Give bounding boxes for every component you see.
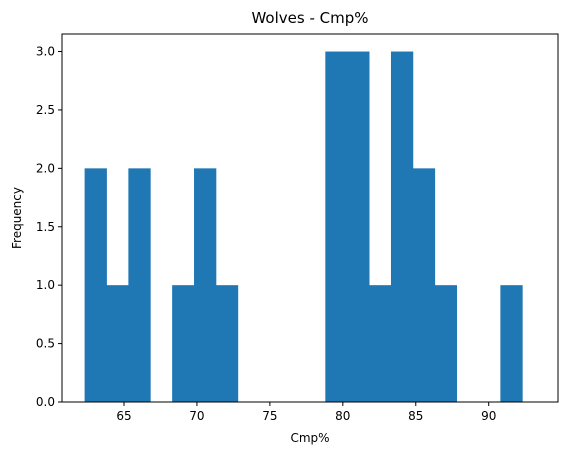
x-axis-label: Cmp%: [290, 431, 329, 445]
bars-group: [84, 51, 523, 403]
x-tick-label: 65: [116, 409, 131, 423]
x-tick-label: 85: [408, 409, 423, 423]
histogram-bar: [106, 285, 129, 402]
histogram-bar: [390, 51, 414, 403]
histogram-bar: [369, 285, 392, 402]
y-tick-label: 0.5: [36, 337, 55, 351]
histogram-bar: [128, 168, 151, 402]
histogram-bar: [347, 51, 370, 403]
histogram-bar: [215, 285, 239, 402]
y-tick-label: 3.0: [36, 45, 55, 59]
plot-frame: [61, 33, 559, 403]
histogram-bar: [84, 168, 107, 402]
x-tick-label: 70: [189, 409, 204, 423]
y-tick-label: 2.0: [36, 161, 55, 175]
y-tick-label: 0.0: [36, 395, 55, 409]
histogram-bar: [412, 168, 436, 402]
histogram-bar: [172, 285, 195, 402]
chart-title: Wolves - Cmp%: [251, 9, 368, 27]
x-tick-label: 90: [481, 409, 496, 423]
y-tick-label: 1.0: [36, 278, 55, 292]
histogram-bar: [194, 168, 217, 402]
histogram-bar: [325, 51, 348, 403]
x-tick-label: 80: [335, 409, 350, 423]
histogram-bar: [500, 285, 523, 402]
y-axis-label: Frequency: [10, 187, 24, 249]
y-tick-label: 2.5: [36, 103, 55, 117]
y-axis-ticks: 0.0 0.5 1.0 1.5 2.0 2.5 3.0: [36, 45, 62, 409]
histogram-bar: [434, 285, 458, 402]
x-axis-ticks: 65 70 75 80 85 90: [116, 402, 496, 423]
y-tick-label: 1.5: [36, 220, 55, 234]
x-tick-label: 75: [262, 409, 277, 423]
